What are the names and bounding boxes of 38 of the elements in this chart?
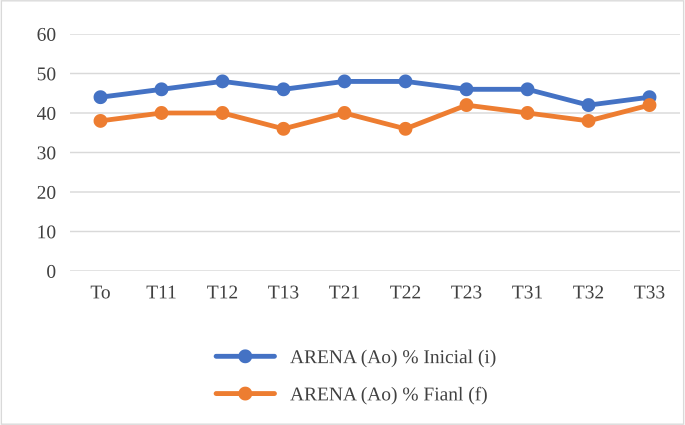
point (398, 74, 412, 88)
point (276, 82, 290, 96)
point (582, 114, 596, 128)
point (94, 90, 108, 104)
x-tick-label: T32 (573, 286, 604, 299)
y-tick-label: 40 (37, 106, 56, 120)
point (520, 82, 534, 96)
x-tick-label: T23 (451, 286, 482, 299)
point (520, 106, 534, 120)
x-tick-label: T21 (329, 286, 359, 298)
legend-label: ARENA (Ao) % Fianl (f) (290, 386, 487, 405)
point (94, 114, 108, 128)
x-tick-label: T33 (634, 286, 664, 299)
y-tick-label: 10 (38, 225, 56, 238)
point (338, 106, 352, 120)
y-tick-label: 30 (38, 146, 56, 160)
y-tick-label: 60 (38, 28, 56, 41)
x-tick-label: T31 (512, 286, 542, 299)
point (460, 82, 474, 96)
point (276, 122, 290, 136)
x-tick-label: T12 (207, 286, 238, 298)
y-tick-label: 0 (47, 264, 56, 278)
point (216, 106, 230, 120)
x-tick-label: To (90, 286, 110, 299)
point (338, 74, 352, 88)
point (154, 82, 168, 96)
x-tick-label: T22 (390, 286, 420, 298)
x-tick-label: T11 (146, 286, 176, 298)
x-tick-label: T13 (268, 286, 298, 299)
point (460, 98, 474, 112)
point (216, 74, 230, 88)
legend-label: ARENA (Ao) % Inicial (i) (290, 350, 496, 368)
point (642, 98, 656, 112)
y-tick-label: 50 (38, 67, 56, 80)
point (154, 106, 168, 120)
y-tick-label: 20 (38, 186, 56, 199)
point (398, 122, 412, 136)
point (582, 98, 596, 112)
